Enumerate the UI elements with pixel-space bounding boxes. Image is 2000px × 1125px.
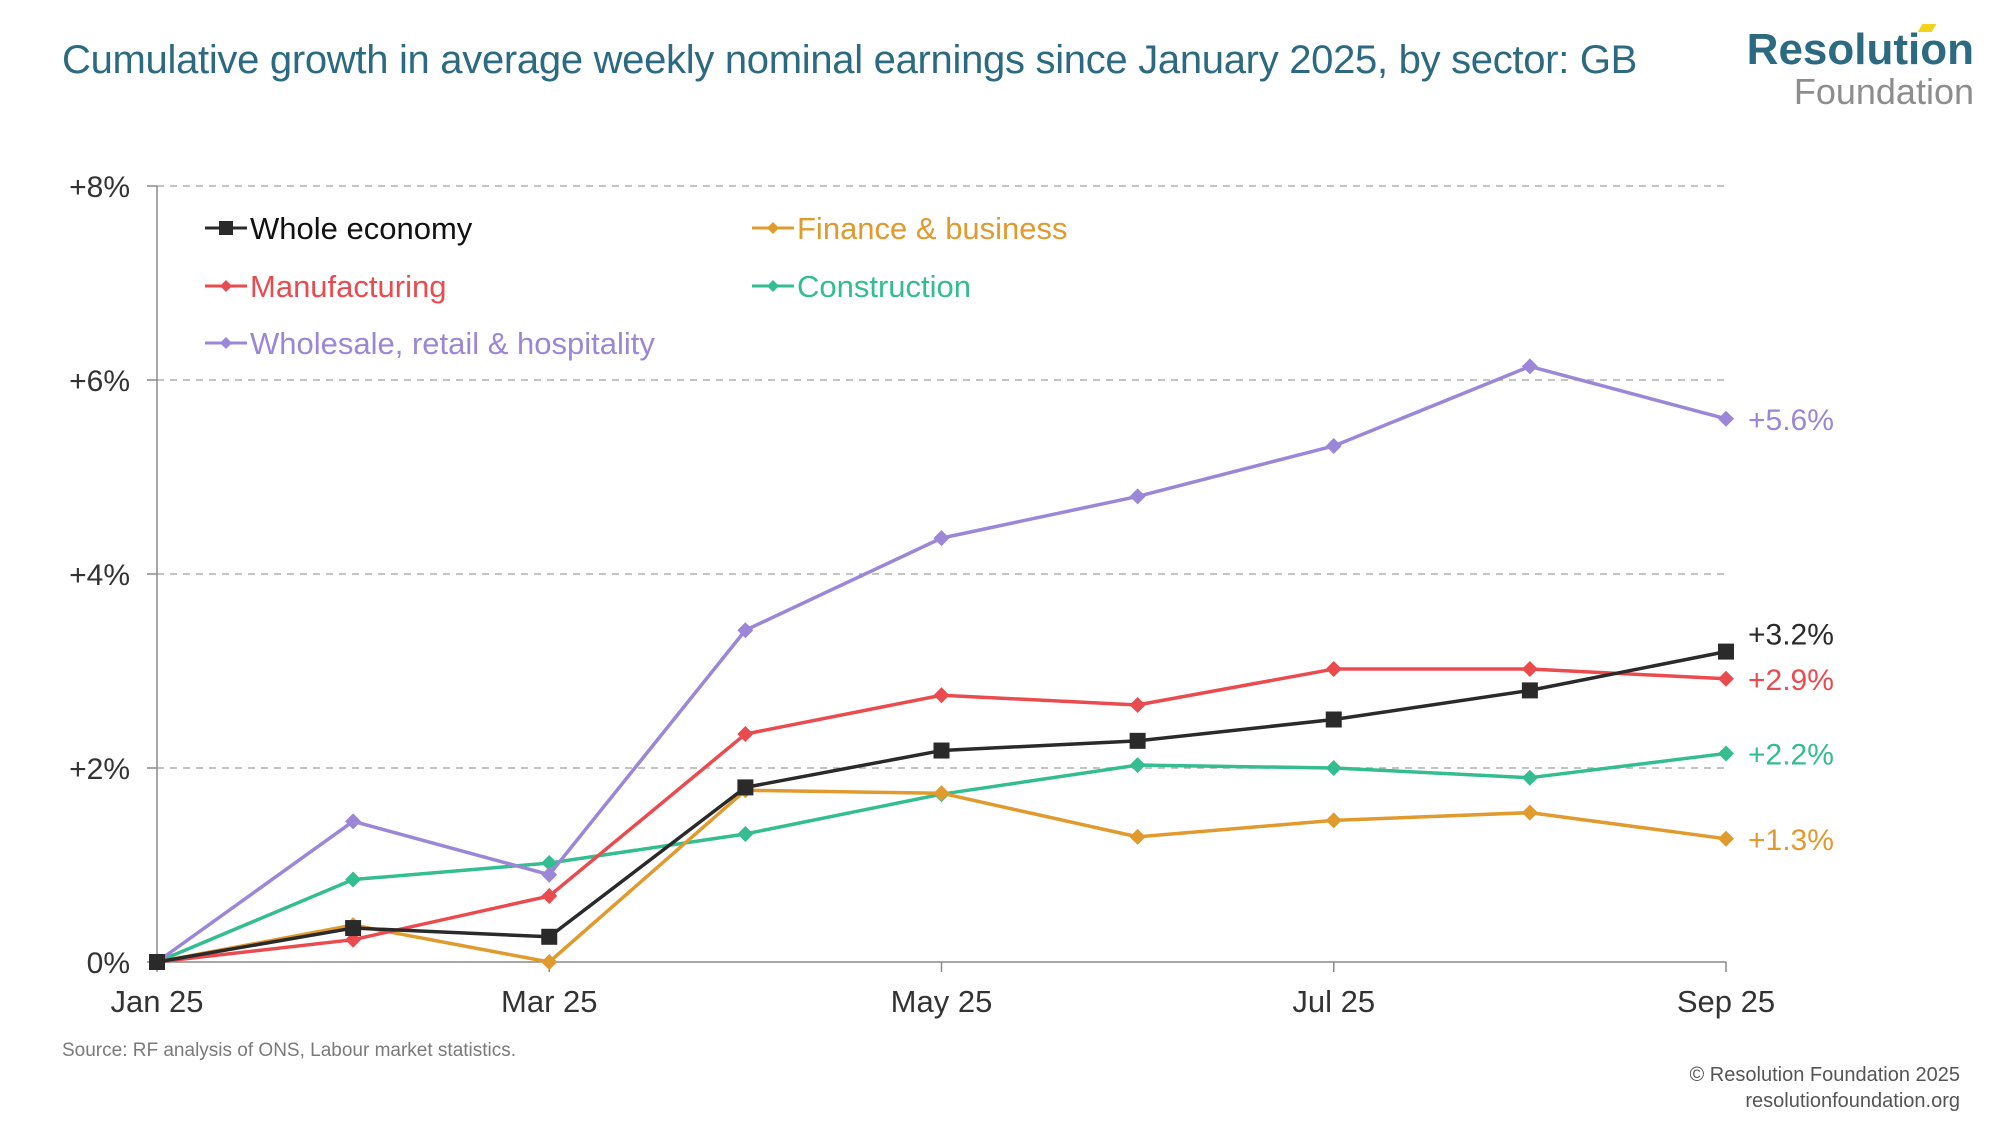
data-point: [1521, 661, 1538, 678]
data-point: [737, 622, 754, 639]
y-tick-label: +4%: [69, 559, 130, 592]
data-point: [933, 742, 950, 759]
y-tick-label: 0%: [87, 947, 130, 980]
data-point: [933, 687, 950, 704]
data-point: [1325, 661, 1342, 678]
data-point: [1718, 643, 1734, 660]
legend-label: Wholesale, retail & hospitality: [250, 326, 655, 361]
data-point: [1718, 410, 1734, 427]
series-construction: [149, 745, 1734, 970]
data-point: [345, 813, 362, 830]
series-line: [155, 364, 1727, 964]
chart-title: Cumulative growth in average weekly nomi…: [62, 38, 1638, 82]
series-whole-economy: [149, 643, 1734, 970]
copyright-block: © Resolution Foundation 2025 resolutionf…: [1690, 1062, 1960, 1114]
data-point: [1129, 696, 1146, 713]
end-value-label: +2.9%: [1748, 664, 1834, 697]
data-point: [345, 920, 362, 937]
data-point: [541, 928, 558, 945]
x-tick-label: Jul 25: [1292, 984, 1375, 1019]
x-tick-label: Jan 25: [110, 984, 203, 1019]
copyright-text: © Resolution Foundation 2025: [1689, 1064, 1960, 1086]
data-point: [541, 954, 558, 970]
end-value-label: +1.3%: [1748, 824, 1834, 857]
data-point: [1718, 830, 1734, 847]
legend-label: Whole economy: [250, 211, 473, 246]
data-point: [541, 866, 558, 883]
end-value-label: +3.2%: [1748, 619, 1834, 652]
website-link[interactable]: resolutionfoundation.org: [1745, 1090, 1960, 1112]
data-point: [149, 954, 165, 970]
legend-item: Construction: [752, 269, 971, 304]
legend-label: Construction: [797, 269, 971, 304]
data-point: [1129, 757, 1146, 774]
x-tick-label: Mar 25: [501, 984, 597, 1019]
data-point: [1129, 732, 1146, 749]
end-value-label: +2.2%: [1748, 738, 1834, 771]
logo-wordmark-top: Resolution: [1746, 24, 1974, 74]
data-point: [1325, 711, 1342, 728]
data-point: [1325, 760, 1342, 776]
data-point: [1718, 745, 1734, 762]
x-tick-label: Sep 25: [1677, 984, 1775, 1019]
legend-square-marker-icon: [219, 221, 233, 235]
legend-label: Manufacturing: [250, 269, 446, 304]
legend-label: Finance & business: [797, 211, 1068, 246]
data-point: [541, 888, 558, 905]
source-note: Source: RF analysis of ONS, Labour marke…: [62, 1040, 517, 1061]
data-point: [737, 726, 754, 743]
data-point: [933, 530, 950, 547]
resolution-foundation-logo: Resolution Foundation: [1746, 24, 1974, 112]
data-point: [933, 785, 950, 802]
legend-diamond-marker-icon: [767, 222, 779, 234]
legend-diamond-marker-icon: [220, 280, 232, 292]
legend-diamond-marker-icon: [220, 337, 232, 349]
data-point: [1521, 804, 1538, 821]
data-point: [1129, 828, 1146, 845]
data-point: [1325, 437, 1342, 454]
legend-item: Finance & business: [752, 211, 1068, 246]
data-point: [1325, 812, 1342, 829]
y-tick-label: +2%: [69, 753, 130, 786]
end-value-label: +5.6%: [1748, 404, 1834, 437]
x-tick-label: May 25: [891, 984, 993, 1019]
logo-text-foundation: Foundation: [1793, 71, 1974, 112]
legend-item: Wholesale, retail & hospitality: [205, 326, 655, 361]
data-point: [737, 825, 754, 842]
data-point: [1521, 769, 1538, 786]
legend-item: Manufacturing: [205, 269, 446, 304]
legend-item: Whole economy: [205, 211, 473, 246]
data-point: [1521, 682, 1538, 699]
legend-diamond-marker-icon: [767, 280, 779, 292]
data-point: [1718, 670, 1734, 687]
logo-text-resolution: Resolution: [1746, 25, 1974, 74]
data-point: [737, 779, 754, 796]
y-tick-label: +6%: [69, 365, 130, 398]
y-tick-label: +8%: [69, 171, 130, 204]
data-point: [1129, 488, 1146, 505]
data-point: [1521, 358, 1538, 375]
data-point: [345, 871, 362, 888]
